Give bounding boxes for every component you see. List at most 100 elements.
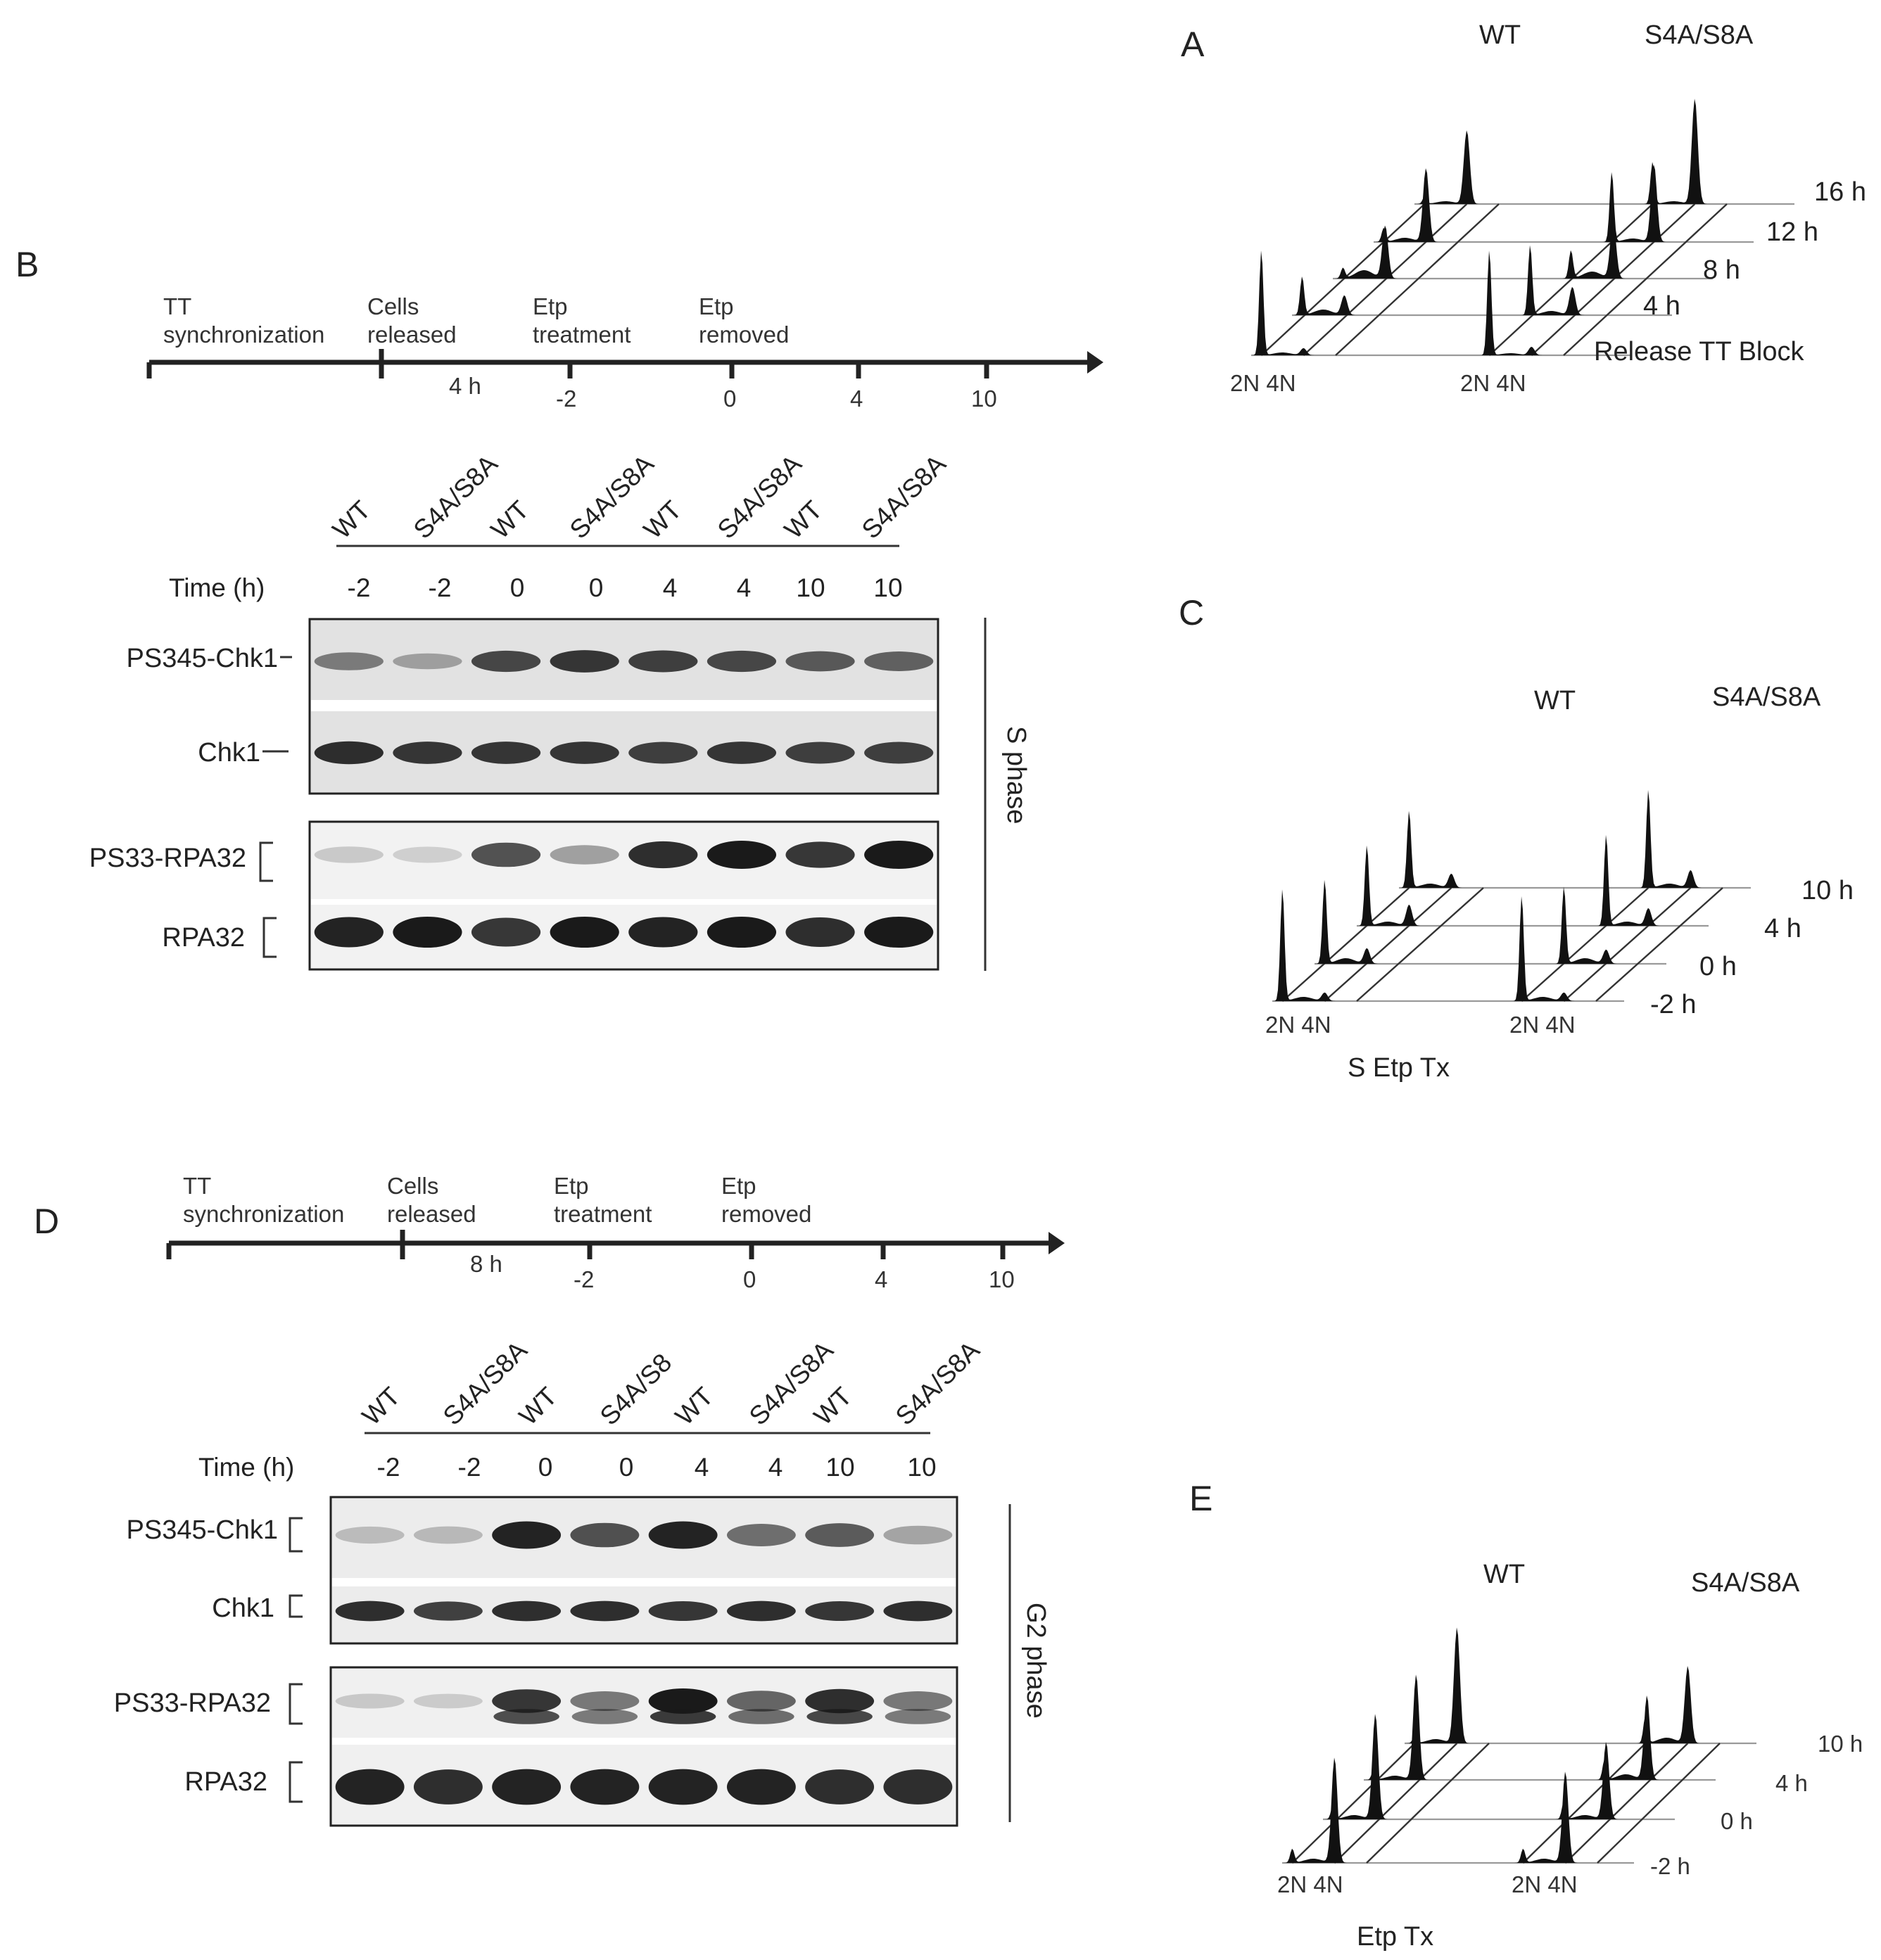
depth-guide — [1281, 887, 1410, 1002]
blot-band — [805, 1601, 875, 1621]
blot-band — [805, 1688, 875, 1714]
time-label: 10 — [873, 573, 902, 602]
blot-band — [883, 1525, 953, 1545]
lane-label: WT — [638, 495, 688, 545]
timeline-tick-label: 4 — [850, 386, 863, 412]
panel-a: A WT S4A/S8A 16 h 12 h 8 h 4 h Release T… — [1181, 20, 1866, 396]
time-label: 0 h — [1699, 952, 1737, 981]
panel-d-blots — [329, 1496, 958, 1827]
time-label: 10 h — [1801, 876, 1854, 905]
lane-label: S4A/S8 — [595, 1348, 678, 1431]
depth-guide — [1595, 887, 1723, 1002]
panel-b-blots — [308, 618, 939, 971]
depth-guide — [1563, 887, 1692, 1002]
blot-band — [628, 917, 698, 948]
blot-band — [570, 1691, 640, 1711]
blot-band — [550, 917, 619, 948]
blot-band — [707, 917, 777, 948]
histogram — [1292, 276, 1376, 315]
timeline-tick-label: 4 — [875, 1266, 887, 1292]
panel-d-time-labels: -2 -2 0 0 4 4 10 10 — [377, 1453, 937, 1482]
blot-band — [335, 1601, 405, 1622]
depth-guide — [1366, 1743, 1490, 1864]
histogram — [1282, 1757, 1367, 1863]
panel-c: C WT S4A/S8A 10 h 4 h 0 h -2 h 2N 4N 2N … — [1179, 593, 1854, 1083]
time-label: 8 h — [1703, 255, 1740, 285]
depth-guide — [1564, 1743, 1689, 1864]
blot-band — [805, 1523, 875, 1547]
event-cells-released: Cells released — [387, 1173, 476, 1227]
event-tt-sync: TT synchronization — [183, 1173, 344, 1227]
histogram — [1357, 845, 1441, 926]
blot-band — [648, 1521, 718, 1549]
blot-band — [785, 742, 855, 764]
timeline-arrowhead — [1087, 351, 1103, 374]
histogram — [1272, 889, 1357, 1001]
blot-band — [413, 1601, 483, 1621]
panel-b-letter: B — [15, 245, 39, 284]
lane-label: S4A/S8A — [408, 449, 503, 544]
blot-band — [785, 841, 855, 868]
histogram — [1554, 886, 1638, 964]
blot-divider — [332, 1578, 956, 1586]
marker-bracket — [262, 917, 277, 958]
timeline-tick-label: 0 — [723, 386, 736, 412]
time-label: -2 h — [1650, 1853, 1690, 1879]
depth-guide — [1531, 203, 1696, 356]
blot-band — [550, 650, 619, 673]
blot-band — [571, 1709, 638, 1724]
blot-band — [628, 650, 698, 673]
blot-divider — [311, 700, 937, 711]
blot-band — [883, 1691, 953, 1711]
blot-band — [864, 841, 934, 869]
event-etp-removed: Etp removed — [699, 293, 789, 348]
blot-band — [550, 742, 619, 764]
histogram — [1512, 896, 1596, 1001]
panel-e-histograms — [1282, 1627, 1756, 1864]
blot-band — [628, 841, 698, 869]
panel-e: E WT S4A/S8A 10 h 4 h 0 h -2 h 2N 4N 2N … — [1189, 1479, 1863, 1952]
blot-band — [492, 1689, 562, 1713]
blot-band — [471, 742, 541, 764]
depth-guide — [1356, 887, 1484, 1002]
histogram — [1602, 165, 1686, 242]
dna-axis-label: 2N 4N — [1265, 1012, 1331, 1038]
depth-guide — [1521, 887, 1649, 1002]
depth-guide — [1324, 887, 1452, 1002]
time-header: Time (h) — [169, 573, 265, 602]
blot-band — [413, 1526, 483, 1544]
time-label: 0 — [589, 573, 604, 602]
genotype-s4a-s8a: S4A/S8A — [1691, 1568, 1800, 1598]
event-etp-treatment: Etp treatment — [533, 293, 631, 348]
dna-axis-label: 2N 4N — [1460, 370, 1526, 396]
time-label: 0 — [538, 1453, 553, 1482]
blot-band — [805, 1769, 875, 1805]
depth-guide — [1334, 1743, 1458, 1864]
blot-band — [570, 1522, 640, 1548]
panel-c-histograms — [1272, 789, 1751, 1003]
genotype-s4a-s8a: S4A/S8A — [1712, 682, 1821, 712]
genotype-wt: WT — [1479, 20, 1521, 50]
dna-axis-label: 2N 4N — [1512, 1871, 1578, 1897]
front-label: Release TT Block — [1594, 337, 1805, 367]
blot-band — [728, 1709, 794, 1724]
blot-divider — [311, 899, 937, 905]
release-time-label: 4 h — [449, 373, 481, 399]
time-label: 16 h — [1814, 177, 1866, 207]
dna-axis-label: 2N 4N — [1509, 1012, 1576, 1038]
time-label: 0 — [619, 1453, 634, 1482]
panel-d-timeline: TT synchronization Cells released Etp tr… — [166, 1173, 1065, 1292]
time-label: -2 — [348, 573, 371, 602]
blot-band — [570, 1769, 640, 1805]
depth-guide — [1260, 203, 1426, 356]
blot-band — [648, 1688, 718, 1714]
blot-band — [335, 1769, 405, 1805]
blot-band — [883, 1769, 953, 1805]
blot-band — [492, 1769, 562, 1805]
lane-label: WT — [809, 1382, 858, 1431]
blot-box — [308, 820, 939, 971]
blot-band — [883, 1601, 953, 1622]
depth-guide — [1597, 1743, 1721, 1864]
blot-band — [648, 1601, 718, 1621]
